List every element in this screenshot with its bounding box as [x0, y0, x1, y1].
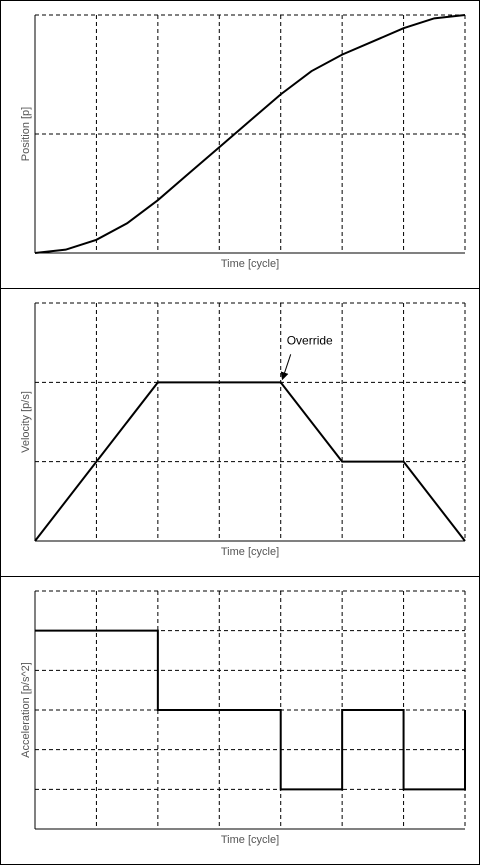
data-line: [34, 14, 466, 254]
y-axis-label: Acceleration [p/s^2]: [20, 662, 32, 758]
panel-border: [0, 576, 480, 865]
data-line: [34, 381, 466, 542]
y-axis-label: Position [p]: [20, 107, 32, 161]
x-axis-label: Time [cycle]: [221, 834, 279, 846]
x-axis-label: Time [cycle]: [221, 258, 279, 270]
annotation-arrow: [280, 354, 292, 381]
panel-border: [0, 288, 480, 577]
data-line: [35, 629, 466, 791]
y-axis-label: Velocity [p/s]: [20, 391, 32, 453]
panel-border: [0, 0, 480, 289]
annotation: Override: [287, 334, 333, 348]
x-axis-label: Time [cycle]: [221, 546, 279, 558]
